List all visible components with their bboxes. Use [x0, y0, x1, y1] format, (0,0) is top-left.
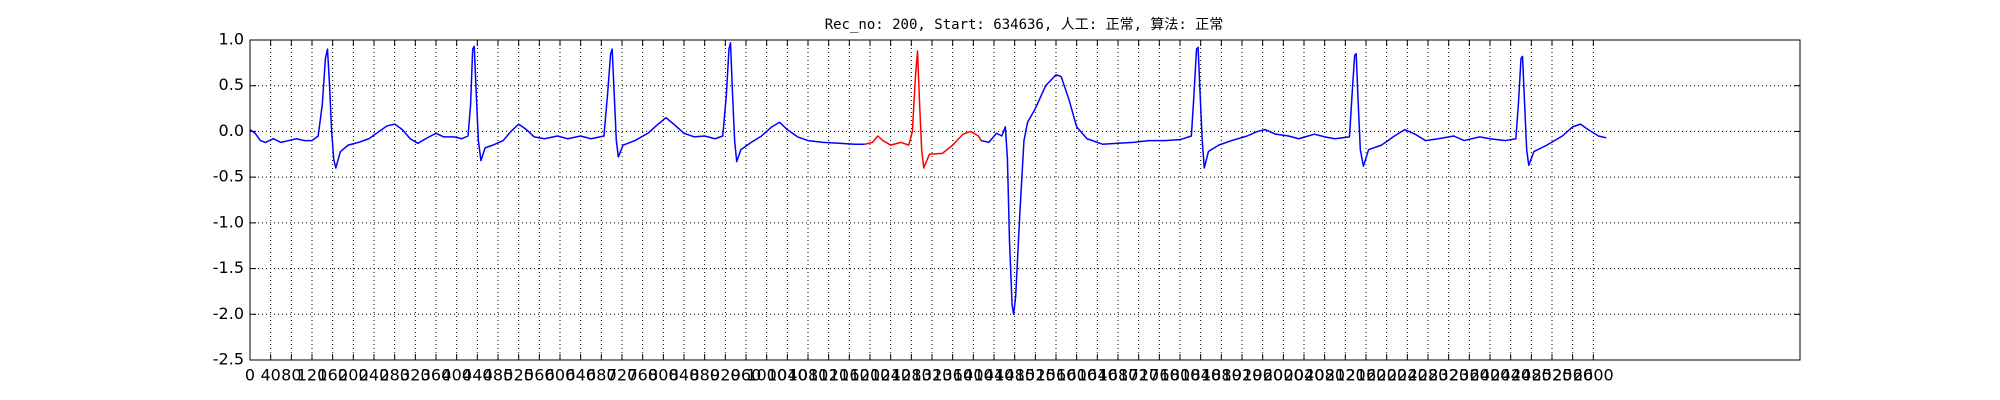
x-tick-label: 480 — [483, 366, 514, 385]
x-tick-label: 1640 — [1077, 366, 1118, 385]
x-tick-label: 2280 — [1408, 366, 1449, 385]
x-tick-label: 880 — [689, 366, 720, 385]
x-tick-label: 1080 — [788, 366, 829, 385]
x-tick-label: 1600 — [1056, 366, 1097, 385]
y-tick-label: -2.0 — [213, 304, 244, 323]
x-tick-label: 960 — [731, 366, 762, 385]
x-tick-label: 2320 — [1428, 366, 1469, 385]
x-tick-label: 1040 — [767, 366, 808, 385]
ecg-line — [980, 46, 1607, 316]
x-tick-label: 2200 — [1366, 366, 1407, 385]
x-tick-label: 2560 — [1552, 366, 1593, 385]
x-tick-label: 1560 — [1036, 366, 1077, 385]
x-tick-label: 2240 — [1387, 366, 1428, 385]
x-tick-label: 1440 — [974, 366, 1015, 385]
x-tick-label: 1960 — [1242, 366, 1283, 385]
x-tick-label: 1800 — [1160, 366, 1201, 385]
x-tick-label: 920 — [710, 366, 741, 385]
x-tick-label: 240 — [359, 366, 390, 385]
x-tick-label: 640 — [565, 366, 596, 385]
x-tick-label: 80 — [281, 366, 301, 385]
x-tick-label: 1280 — [891, 366, 932, 385]
x-tick-label: 2480 — [1511, 366, 1552, 385]
ecg-line — [249, 41, 865, 169]
x-tick-label: 800 — [648, 366, 679, 385]
x-tick-label: 160 — [317, 366, 348, 385]
x-tick-label: 2000 — [1263, 366, 1304, 385]
ecg-line — [864, 50, 982, 169]
x-tick-label: 1720 — [1118, 366, 1159, 385]
y-tick-label: -0.5 — [213, 167, 244, 186]
x-tick-label: 2120 — [1325, 366, 1366, 385]
y-tick-label: 1.0 — [219, 30, 244, 49]
x-tick-label: 2520 — [1532, 366, 1573, 385]
y-tick-label: -1.5 — [213, 258, 244, 277]
y-tick-label: -1.0 — [213, 212, 244, 231]
chart-title: Rec_no: 200, Start: 634636, 人工: 正常, 算法: … — [825, 17, 1224, 33]
x-tick-label: 760 — [627, 366, 658, 385]
x-tick-label: 1760 — [1139, 366, 1180, 385]
x-tick-label: 2160 — [1346, 366, 1387, 385]
y-tick-label: 0.5 — [219, 75, 244, 94]
x-tick-label: 680 — [586, 366, 617, 385]
x-tick-label: 400 — [441, 366, 472, 385]
x-tick-label: 2040 — [1284, 366, 1325, 385]
x-tick-label: 2400 — [1470, 366, 1511, 385]
x-tick-label: 2600 — [1573, 366, 1614, 385]
y-tick-label: 0.0 — [219, 121, 244, 140]
x-tick-label: 200 — [338, 366, 369, 385]
x-tick-label: 360 — [421, 366, 452, 385]
x-tick-label: 1880 — [1201, 366, 1242, 385]
x-tick-label: 440 — [462, 366, 493, 385]
x-tick-label: 1120 — [808, 366, 849, 385]
x-tick-label: 1240 — [870, 366, 911, 385]
x-tick-label: 520 — [503, 366, 534, 385]
plot-frame — [249, 39, 1801, 361]
x-tick-label: 2360 — [1449, 366, 1490, 385]
y-tick-label: -2.5 — [213, 350, 244, 369]
x-tick-label: 0 — [245, 366, 255, 385]
x-tick-label: 560 — [524, 366, 555, 385]
x-tick-label: 40 — [260, 366, 280, 385]
x-tick-label: 2440 — [1490, 366, 1531, 385]
x-tick-label: 840 — [669, 366, 700, 385]
x-tick-label: 2080 — [1304, 366, 1345, 385]
x-tick-label: 1360 — [932, 366, 973, 385]
x-tick-label: 1680 — [1098, 366, 1139, 385]
x-tick-label: 1160 — [829, 366, 870, 385]
x-tick-label: 1000 — [746, 366, 787, 385]
x-tick-label: 320 — [400, 366, 431, 385]
x-tick-label: 1520 — [1015, 366, 1056, 385]
x-tick-label: 280 — [379, 366, 410, 385]
x-tick-label: 720 — [607, 366, 638, 385]
x-tick-label: 120 — [297, 366, 328, 385]
x-tick-label: 1480 — [994, 366, 1035, 385]
x-tick-label: 600 — [545, 366, 576, 385]
x-tick-label: 1840 — [1180, 366, 1221, 385]
x-tick-label: 1200 — [850, 366, 891, 385]
x-tick-label: 1400 — [953, 366, 994, 385]
x-tick-label: 1920 — [1222, 366, 1263, 385]
x-tick-label: 1320 — [912, 366, 953, 385]
